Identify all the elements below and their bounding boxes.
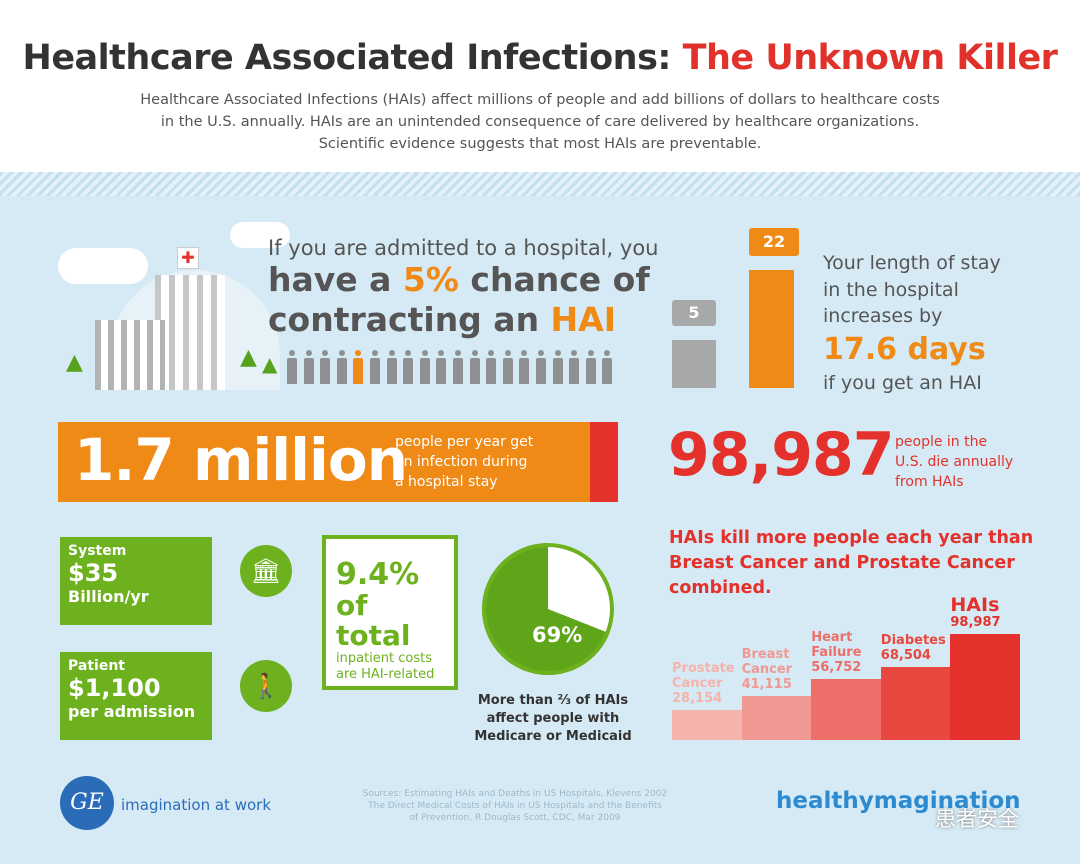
- watermark: 患者安全: [935, 807, 1019, 831]
- tagline: imagination at work: [121, 796, 271, 814]
- long-stay-badge: 22: [749, 228, 799, 256]
- bar: [741, 695, 812, 740]
- bar-label: Breast Cancer 41,115: [741, 646, 793, 692]
- chance-line2: have a 5% chance of: [268, 260, 650, 299]
- person-icon: [601, 350, 613, 384]
- deaths-desc: people in the U.S. die annually from HAIs: [895, 434, 1014, 490]
- sources: Sources: Estimating HAIs and Deaths in U…: [362, 789, 668, 823]
- person-icon: [419, 350, 431, 384]
- ge-logo: GE: [60, 776, 114, 830]
- deaths-value: 98,987: [668, 420, 895, 490]
- person-icon: [435, 350, 447, 384]
- person-icon: [568, 350, 580, 384]
- person-icon: [535, 350, 547, 384]
- chance-line1: If you are admitted to a hospital, you: [268, 236, 659, 260]
- cloud-icon: [230, 222, 290, 248]
- person-icon: [402, 350, 414, 384]
- stay-text: Your length of stay in the hospital increa…: [823, 252, 1001, 394]
- tree-icon: ▲: [240, 345, 257, 370]
- hospital-icon: ✚: [95, 247, 230, 390]
- medicare-pie: 69%: [482, 543, 614, 675]
- medicare-desc: More than ⅔ of HAIs affect people with Med…: [474, 693, 632, 744]
- person-icon: [518, 350, 530, 384]
- person-icon: [469, 350, 481, 384]
- infections-banner: 1.7 million people per year get an infect…: [58, 422, 618, 502]
- people-row: [286, 350, 618, 388]
- short-stay-badge: 5: [672, 300, 716, 326]
- header: [0, 0, 1080, 172]
- capitol-icon: 🏛: [240, 545, 292, 597]
- chance-line3: contracting an HAI: [268, 300, 616, 339]
- person-icon: [352, 350, 364, 384]
- person-icon: [336, 350, 348, 384]
- patient-cost-box: Patient $1,100 per admission: [60, 652, 212, 740]
- person-icon: [502, 350, 514, 384]
- person-icon: [585, 350, 597, 384]
- brand-logo: healthymagination: [776, 788, 1021, 814]
- page-title: Healthcare Associated Infections: The Un…: [22, 38, 1058, 78]
- bar-label: HAIs 98,987: [950, 594, 1001, 630]
- bar-label: Diabetes 68,504: [880, 632, 946, 663]
- cloud-icon: [58, 248, 148, 284]
- medicare-pct: 69%: [532, 623, 583, 647]
- person-icon: [319, 350, 331, 384]
- person-icon: [369, 350, 381, 384]
- bed-icon: [749, 270, 794, 388]
- bar: [950, 634, 1020, 740]
- bar-label: Prostate Cancer 28,154: [672, 660, 735, 706]
- divider-stripe: [0, 172, 1080, 196]
- bar: [672, 709, 742, 740]
- system-cost-box: System $35 Billion/yr: [60, 537, 212, 625]
- subtitle-line: Scientific evidence suggests that most H…: [318, 136, 762, 152]
- subtitle-line: Healthcare Associated Infections (HAIs) …: [140, 92, 940, 108]
- person-icon: [386, 350, 398, 384]
- person-icon: [303, 350, 315, 384]
- deaths-bar-chart: Prostate Cancer 28,154 Breast Cancer 41,115 He…: [672, 590, 1020, 740]
- walking-person-icon: 🚶: [240, 660, 292, 712]
- tree-icon: ▲: [66, 350, 83, 375]
- bar: [880, 666, 951, 740]
- compare-heading: HAIs kill more people each year than Brea…: [669, 528, 1034, 598]
- tree-icon: ▲: [262, 352, 278, 376]
- person-icon: [552, 350, 564, 384]
- person-icon: [286, 350, 298, 384]
- person-icon: [452, 350, 464, 384]
- red-cross-icon: ✚: [177, 247, 199, 269]
- infections-desc: people per year get an infection during a …: [395, 434, 534, 490]
- subtitle-line: in the U.S. annually. HAIs are an uninte…: [160, 114, 920, 130]
- bar-label: Heart Failure 56,752: [811, 630, 862, 676]
- person-icon: [485, 350, 497, 384]
- inpatient-card: 9.4% of total inpatient costs are HAI-re…: [322, 535, 458, 690]
- bar: [811, 679, 881, 740]
- bed-icon: [672, 340, 716, 388]
- infections-value: 1.7 million: [74, 426, 408, 494]
